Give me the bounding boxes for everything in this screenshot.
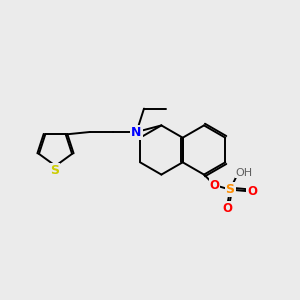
Text: O: O <box>247 184 257 198</box>
Text: O: O <box>209 178 220 192</box>
Text: N: N <box>131 125 142 139</box>
Text: S: S <box>50 164 59 177</box>
Text: OH: OH <box>236 167 253 178</box>
Text: O: O <box>222 202 232 215</box>
Text: S: S <box>226 183 235 196</box>
